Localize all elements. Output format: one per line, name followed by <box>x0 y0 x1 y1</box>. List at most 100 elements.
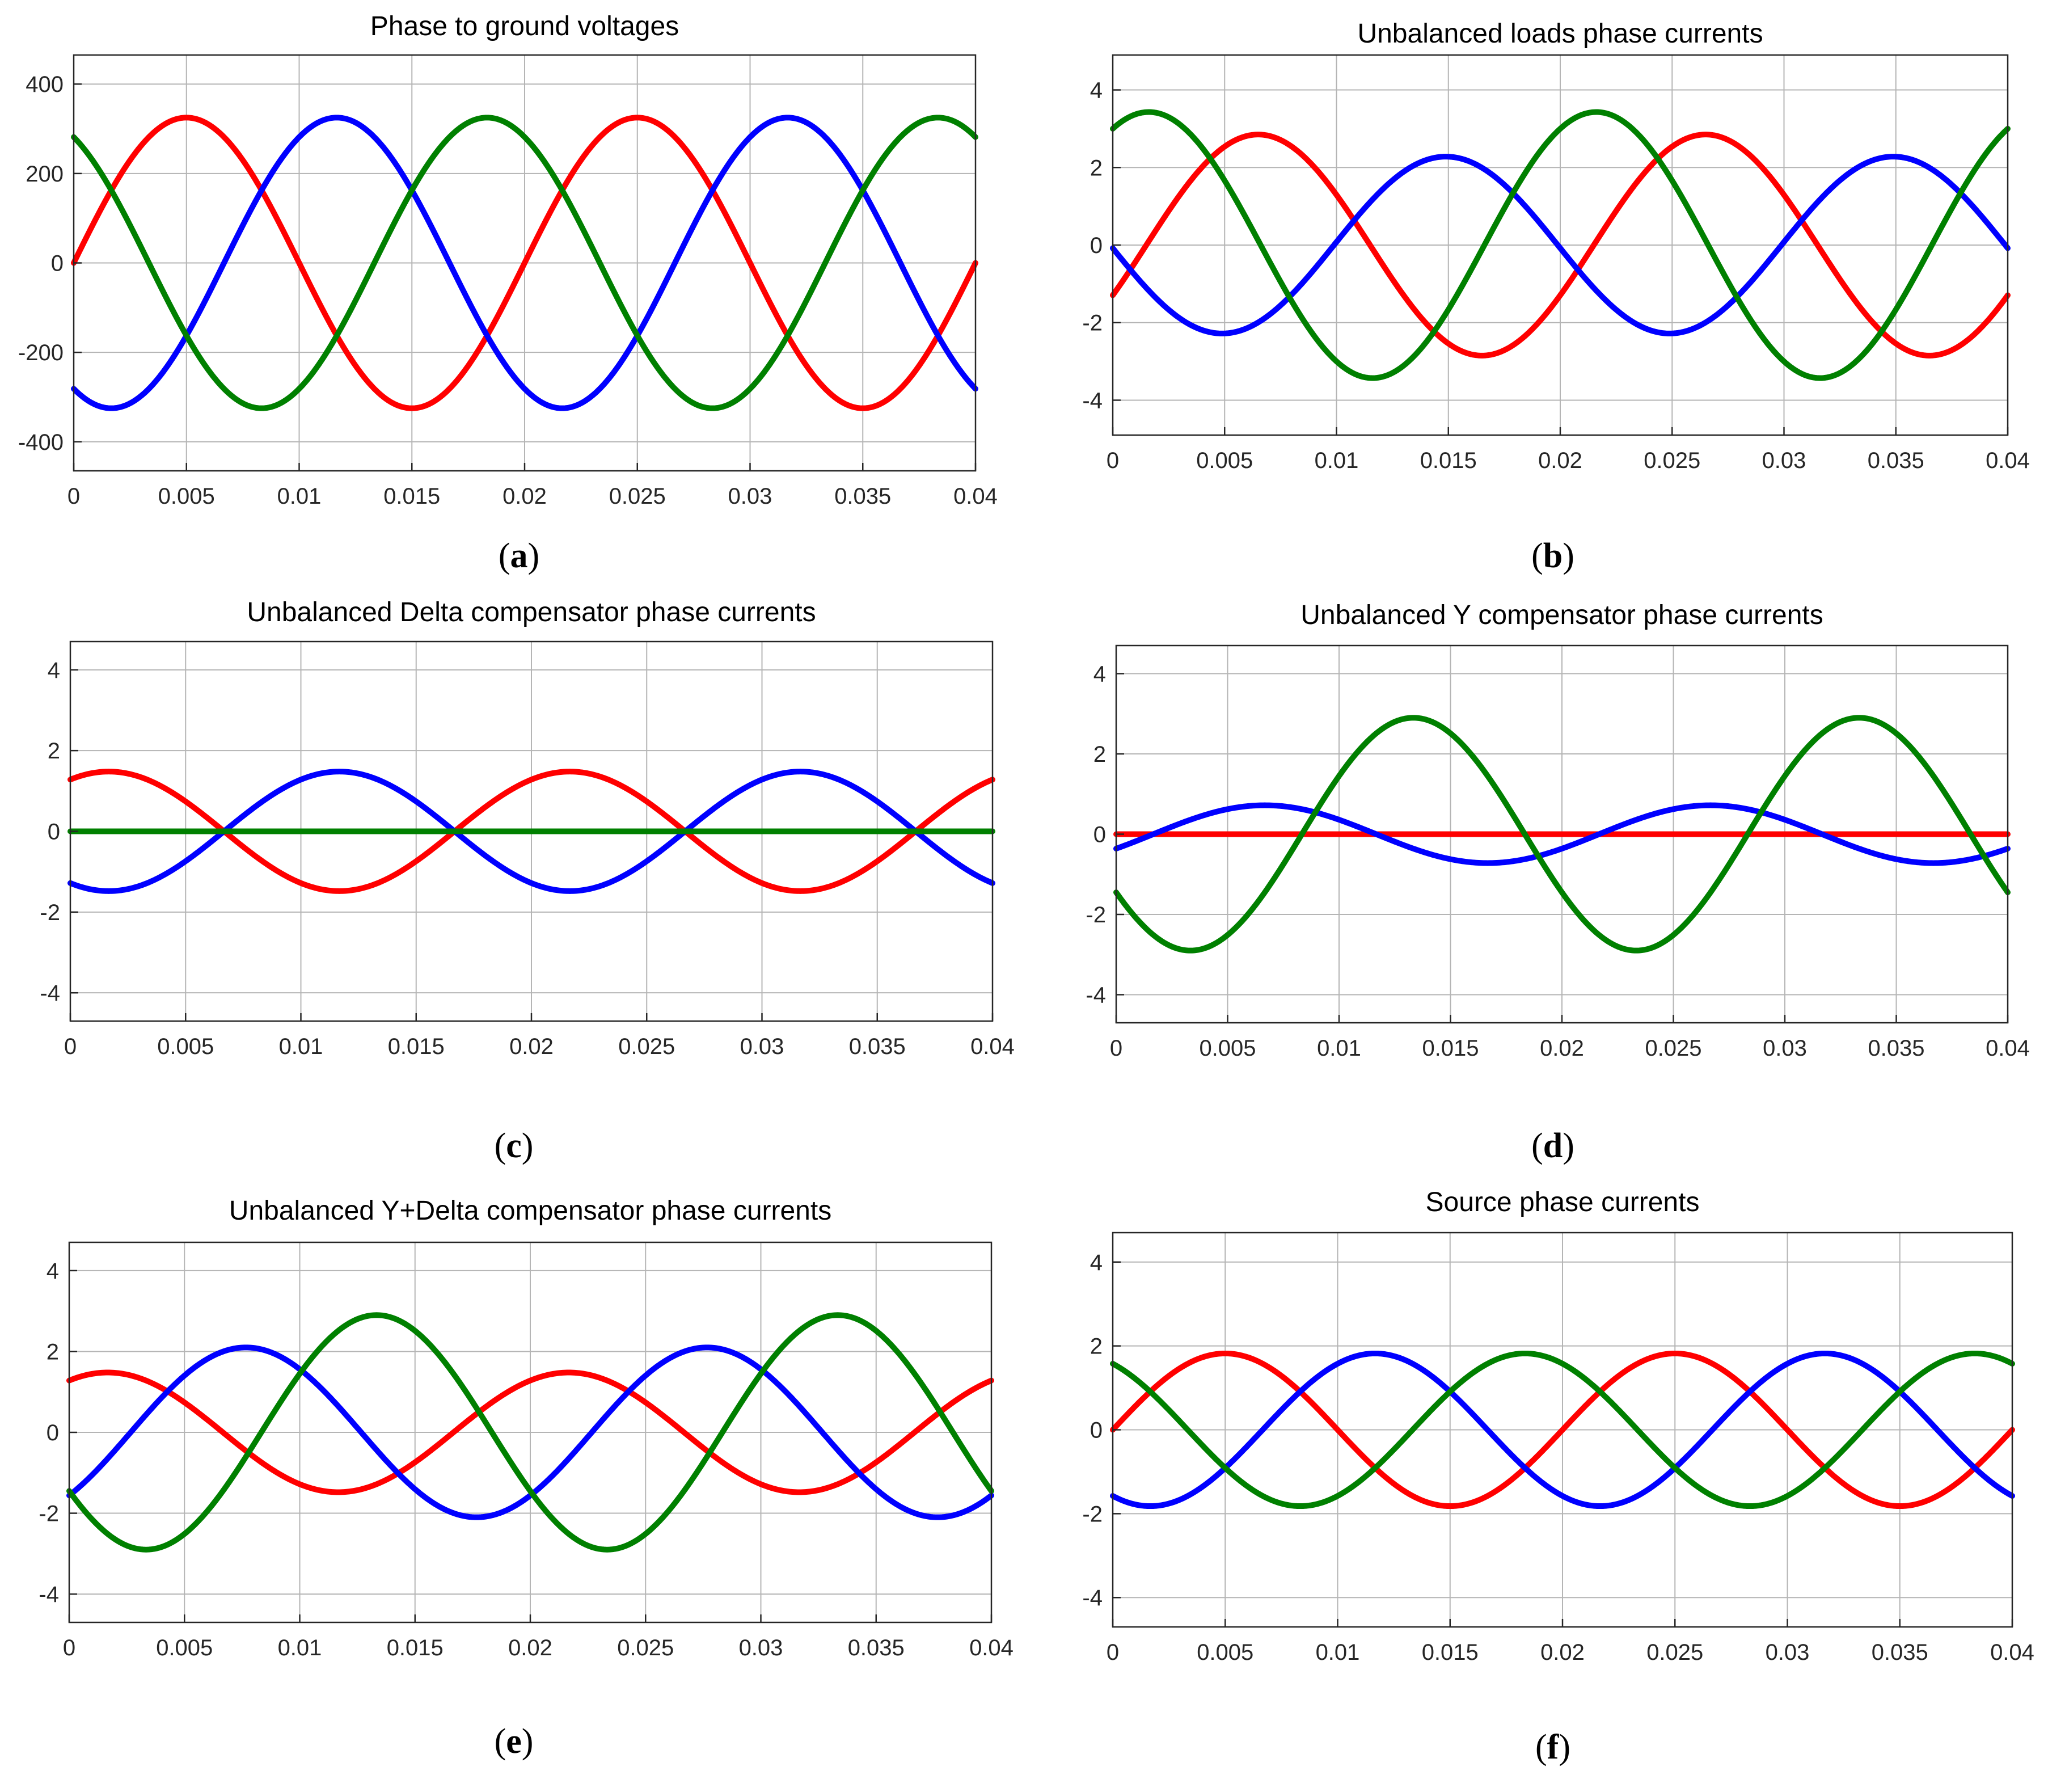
x-tick-label: 0.02 <box>1538 448 1582 473</box>
y-tick-label: 4 <box>1090 1250 1103 1275</box>
chart-title: Unbalanced Delta compensator phase curre… <box>247 597 816 627</box>
x-tick-label: 0.035 <box>849 1034 906 1059</box>
x-tick-label: 0.005 <box>1199 1036 1256 1061</box>
series-line-phase-B <box>1113 802 2011 866</box>
chart-title: Unbalanced Y compensator phase currents <box>1300 600 1823 630</box>
chart-title: Phase to ground voltages <box>370 11 679 41</box>
x-tick-label: 0.005 <box>157 1034 214 1059</box>
chart-panel-a: 0 0.005 0.01 0.015 0.02 0.025 0.03 0.035 0.04 400… <box>18 11 998 575</box>
y-tick-label: 2 <box>1090 155 1103 180</box>
x-tick-label: 0.03 <box>728 484 772 509</box>
y-tick-label: -2 <box>1086 903 1106 927</box>
x-tick-label: 0.035 <box>1868 1036 1924 1061</box>
y-tick-label: 0 <box>47 1420 59 1445</box>
y-tick-label: 2 <box>1090 1334 1103 1359</box>
x-tick-label: 0.025 <box>617 1635 674 1660</box>
x-tick-label: 0 <box>63 1635 75 1660</box>
y-tick-label: 0 <box>1093 823 1106 847</box>
x-tick-label: 0.02 <box>509 1034 554 1059</box>
y-tick-label: 2 <box>48 739 60 764</box>
series-line-phase-B <box>71 115 978 411</box>
x-tick-label: 0.015 <box>388 1034 445 1059</box>
x-tick-label: 0.01 <box>1317 1036 1361 1061</box>
x-tick-label: 0 <box>1107 1640 1119 1665</box>
y-tick-label: -2 <box>1082 1502 1103 1527</box>
series-line-phase-B <box>1110 1350 2015 1510</box>
x-tick-label: 0 <box>67 484 80 509</box>
x-tick-label: 0.02 <box>503 484 547 509</box>
x-tick-label: 0.01 <box>278 1635 322 1660</box>
panel-label: (a) <box>499 537 539 575</box>
y-tick-label: 0 <box>51 251 64 276</box>
chart-title: Source phase currents <box>1426 1187 1700 1217</box>
x-tick-label: 0.005 <box>1196 448 1253 473</box>
y-tick-label: -4 <box>1086 983 1106 1007</box>
x-tick-label: 0.03 <box>739 1635 783 1660</box>
x-tick-label: 0 <box>64 1034 77 1059</box>
x-tick-label: 0.015 <box>1422 1640 1479 1665</box>
x-tick-label: 0.025 <box>1644 448 1700 473</box>
x-tick-label: 0.04 <box>1986 448 2030 473</box>
series-line-phase-A <box>71 115 978 411</box>
x-tick-label: 0.02 <box>1540 1640 1585 1665</box>
chart-panel-b: 0 0.005 0.01 0.015 0.02 0.025 0.03 0.035 0.04 4 2 0… <box>1082 19 2030 575</box>
chart-panel-f: 0 0.005 0.01 0.015 0.02 0.025 0.03 0.035 0.04 4 2 0… <box>1082 1187 2034 1766</box>
x-tick-label: 0.02 <box>1540 1036 1584 1061</box>
y-tick-label: 4 <box>1093 662 1106 687</box>
series-line-phase-A <box>1110 1350 2015 1510</box>
y-tick-label: 2 <box>1093 742 1106 767</box>
x-tick-label: 0.02 <box>508 1635 552 1660</box>
x-tick-label: 0.01 <box>1316 1640 1360 1665</box>
series-line-phase-C <box>71 115 978 411</box>
x-tick-label: 0.03 <box>1766 1640 1810 1665</box>
x-tick-label: 0 <box>1110 1036 1122 1061</box>
x-tick-label: 0.04 <box>1990 1640 2034 1665</box>
chart-panel-e: 0 0.005 0.01 0.015 0.02 0.025 0.03 0.035 0.04 4 2 0… <box>39 1196 1014 1761</box>
y-tick-label: 0 <box>48 820 60 845</box>
x-tick-label: 0.01 <box>279 1034 323 1059</box>
x-tick-label: 0.03 <box>740 1034 784 1059</box>
chart-title: Unbalanced Y+Delta compensator phase cur… <box>229 1196 831 1226</box>
x-tick-label: 0.01 <box>277 484 322 509</box>
y-tick-label: -2 <box>40 900 60 925</box>
y-tick-label: -2 <box>39 1502 59 1527</box>
x-tick-label: 0.025 <box>1646 1640 1703 1665</box>
y-tick-label: -2 <box>1082 311 1103 336</box>
x-tick-label: 0.005 <box>156 1635 213 1660</box>
y-tick-label: -4 <box>40 981 60 1006</box>
x-tick-label: 0.04 <box>1986 1036 2030 1061</box>
panel-label: (b) <box>1531 537 1574 575</box>
chart-panel-c: 0 0.005 0.01 0.015 0.02 0.025 0.03 0.035 0.04 4 2 0… <box>40 597 1015 1165</box>
x-tick-label: 0.015 <box>387 1635 444 1660</box>
y-tick-label: 0 <box>1090 1418 1103 1443</box>
series-line-phase-C <box>1110 109 2011 381</box>
x-tick-label: 0.01 <box>1315 448 1359 473</box>
x-tick-label: 0.035 <box>848 1635 905 1660</box>
series-line-phase-C <box>66 1312 994 1553</box>
x-tick-label: 0.005 <box>1197 1640 1253 1665</box>
panel-label: (f) <box>1535 1728 1570 1766</box>
y-tick-label: 2 <box>47 1339 59 1364</box>
panel-label: (e) <box>495 1722 534 1761</box>
x-tick-label: 0.035 <box>834 484 891 509</box>
y-tick-label: 400 <box>26 72 64 97</box>
x-tick-label: 0.025 <box>609 484 666 509</box>
series-line-phase-A <box>66 1369 994 1495</box>
x-tick-label: 0.015 <box>1422 1036 1479 1061</box>
y-tick-label: 4 <box>1090 78 1103 103</box>
x-tick-label: 0.03 <box>1763 1036 1807 1061</box>
panel-label: (d) <box>1531 1127 1574 1165</box>
panel-label: (c) <box>495 1127 534 1165</box>
y-tick-label: -400 <box>18 430 64 455</box>
x-tick-label: 0.035 <box>1872 1640 1928 1665</box>
x-tick-label: 0 <box>1107 448 1119 473</box>
y-tick-label: -4 <box>1082 388 1103 413</box>
y-tick-label: 4 <box>47 1259 59 1284</box>
series-line-phase-C <box>1113 715 2011 954</box>
y-tick-label: -4 <box>1082 1586 1103 1610</box>
x-tick-label: 0.04 <box>953 484 998 509</box>
y-tick-label: -4 <box>39 1582 59 1607</box>
y-tick-label: 0 <box>1090 233 1103 258</box>
x-tick-label: 0.025 <box>1645 1036 1701 1061</box>
x-tick-label: 0.015 <box>383 484 440 509</box>
